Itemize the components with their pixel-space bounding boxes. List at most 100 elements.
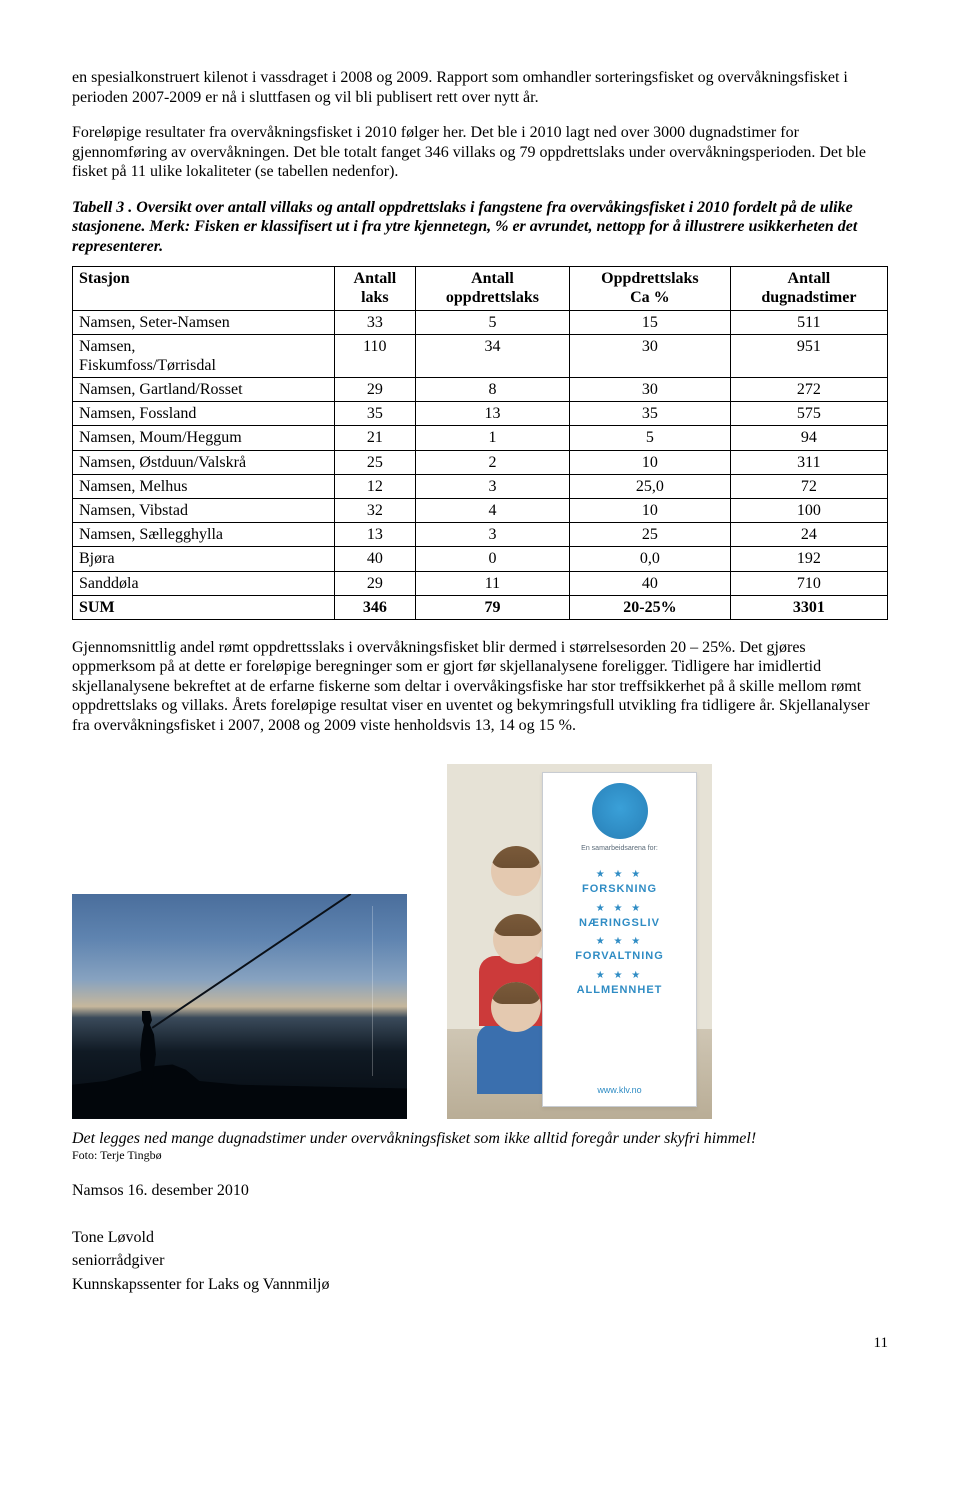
cell: 29 — [334, 378, 415, 402]
data-table: Stasjon Antalllaks Antalloppdrettslaks O… — [72, 266, 888, 620]
cell: 3 — [415, 523, 569, 547]
page-number: 11 — [72, 1334, 888, 1352]
cell: 25 — [334, 450, 415, 474]
cell: 12 — [334, 474, 415, 498]
cell-station: Sanddøla — [73, 571, 335, 595]
cell: 272 — [730, 378, 887, 402]
cell: SUM — [73, 595, 335, 619]
table-row: Namsen, Østduun/Valskrå25210311 — [73, 450, 888, 474]
author-org: Kunnskapssenter for Laks og Vannmiljø — [72, 1275, 888, 1295]
cell: 110 — [334, 334, 415, 377]
cell: 511 — [730, 310, 887, 334]
paragraph: en spesialkonstruert kilenot i vassdrage… — [72, 68, 888, 107]
cell: 34 — [415, 334, 569, 377]
col-header-station: Stasjon — [73, 267, 335, 310]
cell: 0,0 — [570, 547, 731, 571]
cell: 35 — [334, 402, 415, 426]
banner-word: NÆRINGSLIV — [579, 917, 660, 930]
cell: 20-25% — [570, 595, 731, 619]
cell: 94 — [730, 426, 887, 450]
photo-row: En samarbeidsarena for: ★ ★ ★ FORSKNING … — [72, 764, 888, 1119]
cell: 192 — [730, 547, 887, 571]
cell: 951 — [730, 334, 887, 377]
col-header-pct: OppdrettslaksCa % — [570, 267, 731, 310]
table-header-row: Stasjon Antalllaks Antalloppdrettslaks O… — [73, 267, 888, 310]
cell-station: Namsen, Fossland — [73, 402, 335, 426]
cell-station: Namsen, Seter-Namsen — [73, 310, 335, 334]
cell: 13 — [334, 523, 415, 547]
cell-station: Namsen,Fiskumfoss/Tørrisdal — [73, 334, 335, 377]
cell: 3301 — [730, 595, 887, 619]
author-name: Tone Løvold — [72, 1228, 888, 1248]
banner-word: ALLMENNHET — [577, 984, 663, 997]
photo-banner: En samarbeidsarena for: ★ ★ ★ FORSKNING … — [447, 764, 712, 1119]
place-date: Namsos 16. desember 2010 — [72, 1181, 888, 1201]
cell-station: Namsen, Østduun/Valskrå — [73, 450, 335, 474]
cell: 575 — [730, 402, 887, 426]
author-title: seniorrådgiver — [72, 1251, 888, 1271]
table-row: Namsen, Fossland351335575 — [73, 402, 888, 426]
cell-station: Namsen, Sællegghylla — [73, 523, 335, 547]
banner-word: FORVALTNING — [575, 950, 664, 963]
cell: 30 — [570, 334, 731, 377]
cell: 3 — [415, 474, 569, 498]
cell: 311 — [730, 450, 887, 474]
cell: 25 — [570, 523, 731, 547]
table-row: Namsen, Seter-Namsen33515511 — [73, 310, 888, 334]
cell: 40 — [334, 547, 415, 571]
cell-station: Namsen, Gartland/Rosset — [73, 378, 335, 402]
banner-word: FORSKNING — [582, 883, 657, 896]
photo-caption: Det legges ned mange dugnadstimer under … — [72, 1129, 888, 1149]
table-sum-row: SUM3467920-25%3301 — [73, 595, 888, 619]
table-row: Namsen, Sællegghylla1332524 — [73, 523, 888, 547]
cell: 2 — [415, 450, 569, 474]
cell: 29 — [334, 571, 415, 595]
cell: 35 — [570, 402, 731, 426]
cell-station: Namsen, Vibstad — [73, 499, 335, 523]
col-header-oppdrettslaks: Antalloppdrettslaks — [415, 267, 569, 310]
paragraph: Gjennomsnittlig andel rømt oppdrettsslak… — [72, 638, 888, 736]
cell: 100 — [730, 499, 887, 523]
table-row: Namsen, Gartland/Rosset29830272 — [73, 378, 888, 402]
cell: 5 — [415, 310, 569, 334]
cell: 710 — [730, 571, 887, 595]
table-caption: Tabell 3 . Oversikt over antall villaks … — [72, 198, 888, 257]
cell: 5 — [570, 426, 731, 450]
cell: 25,0 — [570, 474, 731, 498]
cell: 0 — [415, 547, 569, 571]
col-header-laks: Antalllaks — [334, 267, 415, 310]
table-row: Namsen,Fiskumfoss/Tørrisdal1103430951 — [73, 334, 888, 377]
photo-credit: Foto: Terje Tingbø — [72, 1148, 888, 1163]
photo-fisherman — [72, 894, 407, 1119]
col-header-dugnad: Antalldugnadstimer — [730, 267, 887, 310]
cell: 10 — [570, 499, 731, 523]
logo-icon — [592, 783, 648, 839]
cell: 40 — [570, 571, 731, 595]
cell: 24 — [730, 523, 887, 547]
cell: 1 — [415, 426, 569, 450]
cell: 79 — [415, 595, 569, 619]
cell: 72 — [730, 474, 887, 498]
cell-station: Namsen, Moum/Heggum — [73, 426, 335, 450]
cell: 11 — [415, 571, 569, 595]
cell: 10 — [570, 450, 731, 474]
cell: 21 — [334, 426, 415, 450]
table-row: Namsen, Vibstad32410100 — [73, 499, 888, 523]
banner-subtitle: En samarbeidsarena for: — [581, 845, 658, 854]
table-row: Bjøra4000,0192 — [73, 547, 888, 571]
cell: 13 — [415, 402, 569, 426]
cell: 346 — [334, 595, 415, 619]
cell: 33 — [334, 310, 415, 334]
cell: 4 — [415, 499, 569, 523]
cell-station: Bjøra — [73, 547, 335, 571]
table-row: Namsen, Moum/Heggum211594 — [73, 426, 888, 450]
cell: 15 — [570, 310, 731, 334]
table-row: Namsen, Melhus12325,072 — [73, 474, 888, 498]
cell-station: Namsen, Melhus — [73, 474, 335, 498]
banner-url: www.klv.no — [597, 1085, 641, 1096]
paragraph: Foreløpige resultater fra overvåkningsfi… — [72, 123, 888, 182]
cell: 32 — [334, 499, 415, 523]
cell: 30 — [570, 378, 731, 402]
table-row: Sanddøla291140710 — [73, 571, 888, 595]
cell: 8 — [415, 378, 569, 402]
